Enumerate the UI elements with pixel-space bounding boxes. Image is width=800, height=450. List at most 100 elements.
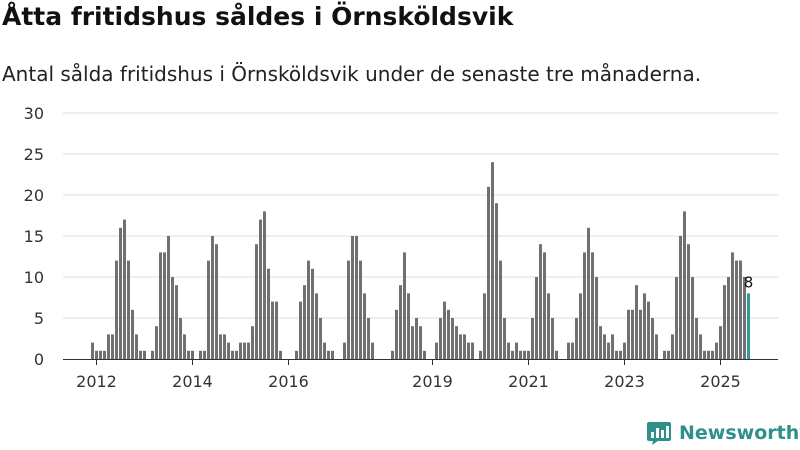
bar — [519, 350, 522, 359]
bar — [119, 227, 122, 359]
bar — [315, 293, 318, 359]
bar — [367, 318, 370, 359]
bar — [667, 350, 670, 359]
bar — [683, 211, 686, 359]
x-tick-label: 2025 — [700, 372, 741, 391]
bar — [507, 342, 510, 359]
y-tick-label: 25 — [24, 145, 44, 164]
bar — [663, 350, 666, 359]
bar-latest — [747, 293, 750, 359]
bar — [419, 326, 422, 359]
bar — [143, 350, 146, 359]
bar — [215, 244, 218, 359]
bar — [735, 260, 738, 359]
bar — [639, 309, 642, 359]
bar — [363, 293, 366, 359]
bar — [571, 342, 574, 359]
bars — [91, 162, 750, 359]
bar — [731, 252, 734, 359]
bar — [443, 301, 446, 359]
bar — [615, 350, 618, 359]
bar — [547, 293, 550, 359]
bar — [463, 334, 466, 359]
bar — [403, 252, 406, 359]
bar — [123, 219, 126, 359]
bar — [299, 301, 302, 359]
bar — [179, 318, 182, 359]
bar — [491, 162, 494, 359]
newsworthy-logo: Newsworthy — [646, 420, 800, 446]
bar — [587, 227, 590, 359]
bar — [423, 350, 426, 359]
bar — [447, 309, 450, 359]
bar — [127, 260, 130, 359]
bar — [399, 285, 402, 359]
bar — [539, 244, 542, 359]
bar-chart-logo-icon — [647, 422, 671, 445]
bar — [111, 334, 114, 359]
bar — [455, 326, 458, 359]
bar — [99, 350, 102, 359]
bar — [323, 342, 326, 359]
bar — [711, 350, 714, 359]
bar — [271, 301, 274, 359]
bar — [727, 277, 730, 359]
bar — [715, 342, 718, 359]
bar — [223, 334, 226, 359]
bar — [155, 326, 158, 359]
bar — [211, 236, 214, 359]
bar — [503, 318, 506, 359]
bar — [499, 260, 502, 359]
bar — [523, 350, 526, 359]
bar — [219, 334, 222, 359]
bar — [131, 309, 134, 359]
x-tick-label: 2021 — [508, 372, 549, 391]
bar — [167, 236, 170, 359]
bar — [95, 350, 98, 359]
bar — [495, 203, 498, 359]
bar — [619, 350, 622, 359]
y-tick-label: 5 — [34, 309, 44, 328]
bar — [527, 350, 530, 359]
bar — [163, 252, 166, 359]
x-tick-label: 2016 — [268, 372, 309, 391]
bar — [555, 350, 558, 359]
bar — [259, 219, 262, 359]
bar — [723, 285, 726, 359]
bar — [591, 252, 594, 359]
bar — [231, 350, 234, 359]
bar — [275, 301, 278, 359]
bar — [203, 350, 206, 359]
y-tick-label: 15 — [24, 227, 44, 246]
x-tick-label: 2012 — [76, 372, 117, 391]
bar — [295, 350, 298, 359]
bar — [151, 350, 154, 359]
bar — [279, 350, 282, 359]
bar — [347, 260, 350, 359]
bar — [327, 350, 330, 359]
bar — [611, 334, 614, 359]
bar — [679, 236, 682, 359]
bar — [607, 342, 610, 359]
bar — [115, 260, 118, 359]
y-tick-label: 10 — [24, 268, 44, 287]
bar — [91, 342, 94, 359]
bar — [483, 293, 486, 359]
bar — [643, 293, 646, 359]
bar — [247, 342, 250, 359]
y-tick-label: 20 — [24, 186, 44, 205]
bar — [655, 334, 658, 359]
chart-subtitle: Antal sålda fritidshus i Örnsköldsvik un… — [2, 62, 702, 86]
bar — [207, 260, 210, 359]
bar — [355, 236, 358, 359]
bar — [719, 326, 722, 359]
last-value-label: 8 — [744, 273, 754, 291]
bar — [343, 342, 346, 359]
bar — [175, 285, 178, 359]
bar — [535, 277, 538, 359]
bar — [531, 318, 534, 359]
bar — [107, 334, 110, 359]
bar — [263, 211, 266, 359]
bar — [331, 350, 334, 359]
